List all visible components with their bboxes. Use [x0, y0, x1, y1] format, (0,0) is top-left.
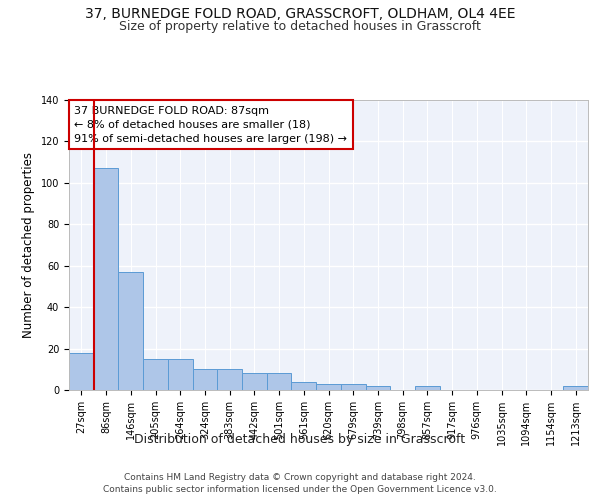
- Bar: [242, 374, 267, 390]
- Text: 37, BURNEDGE FOLD ROAD, GRASSCROFT, OLDHAM, OL4 4EE: 37, BURNEDGE FOLD ROAD, GRASSCROFT, OLDH…: [85, 8, 515, 22]
- Bar: [365, 386, 390, 390]
- Bar: [94, 168, 118, 390]
- Text: Contains public sector information licensed under the Open Government Licence v3: Contains public sector information licen…: [103, 485, 497, 494]
- Bar: [341, 384, 365, 390]
- Bar: [143, 359, 168, 390]
- Bar: [168, 359, 193, 390]
- Text: Distribution of detached houses by size in Grasscroft: Distribution of detached houses by size …: [134, 432, 466, 446]
- Bar: [69, 352, 94, 390]
- Bar: [217, 370, 242, 390]
- Bar: [415, 386, 440, 390]
- Bar: [118, 272, 143, 390]
- Text: Size of property relative to detached houses in Grasscroft: Size of property relative to detached ho…: [119, 20, 481, 33]
- Text: 37 BURNEDGE FOLD ROAD: 87sqm
← 8% of detached houses are smaller (18)
91% of sem: 37 BURNEDGE FOLD ROAD: 87sqm ← 8% of det…: [74, 106, 347, 144]
- Text: Contains HM Land Registry data © Crown copyright and database right 2024.: Contains HM Land Registry data © Crown c…: [124, 472, 476, 482]
- Bar: [316, 384, 341, 390]
- Y-axis label: Number of detached properties: Number of detached properties: [22, 152, 35, 338]
- Bar: [563, 386, 588, 390]
- Bar: [267, 374, 292, 390]
- Bar: [193, 370, 217, 390]
- Bar: [292, 382, 316, 390]
